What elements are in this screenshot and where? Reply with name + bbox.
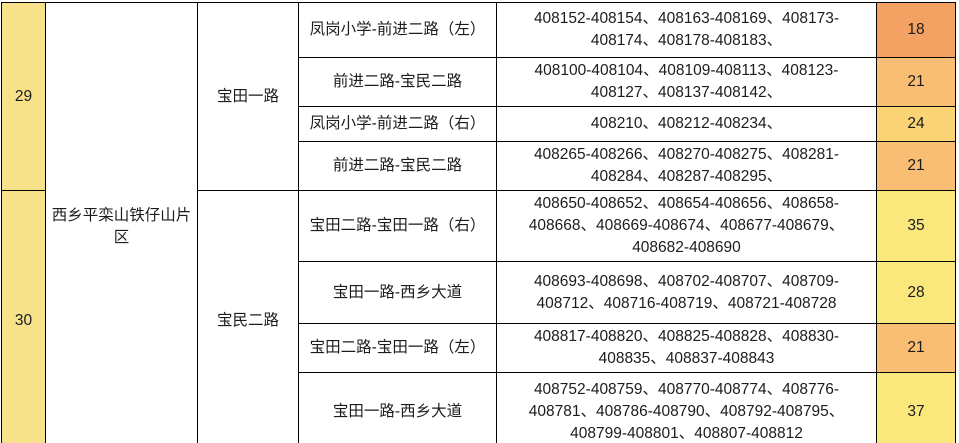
table-row: 宝田一路-西乡大道 408752-408759、408770-408774、40… [2, 372, 956, 443]
segment-cell: 宝田二路-宝田一路（右） [298, 190, 497, 262]
plate-range-cell: 408650-408652、408654-408656、408658-40866… [496, 190, 877, 262]
segment-cell: 宝田一路-西乡大道 [298, 372, 497, 443]
count-cell: 28 [876, 261, 956, 324]
road-cell: 宝田一路 [197, 2, 299, 191]
road-cell: 宝民二路 [197, 190, 299, 443]
table-row: 30 宝民二路 宝田二路-宝田一路（右） 408650-408652、40865… [1, 190, 956, 443]
zone-number-cell: 30 [1, 190, 46, 443]
table-row: 前进二路-宝民二路 408100-408104、408109-408113、40… [2, 57, 956, 107]
zone-number-cell: 29 [1, 2, 46, 191]
district-cell: 西乡平栾山铁仔山片区 [45, 2, 198, 443]
table-row: 宝田二路-宝田一路（左） 408817-408820、408825-408828… [2, 323, 956, 373]
count-cell: 37 [876, 372, 956, 443]
plate-range-cell: 408693-408698、408702-408707、408709-40871… [496, 261, 877, 324]
plate-range-cell: 408210、408212-408234、 [496, 106, 877, 142]
segment-cell: 凤岗小学-前进二路（左） [298, 2, 497, 58]
table-row: 宝田一路-西乡大道 408693-408698、408702-408707、40… [2, 261, 956, 324]
plate-range-cell: 408752-408759、408770-408774、408776-40878… [496, 372, 877, 443]
segment-cell: 宝田一路-西乡大道 [298, 261, 497, 324]
segment-cell: 宝田二路-宝田一路（左） [298, 323, 497, 373]
count-cell: 21 [876, 323, 956, 373]
plate-range-cell: 408265-408266、408270-408275、408281-40828… [496, 141, 877, 191]
table-row: 凤岗小学-前进二路（右） 408210、408212-408234、 24 [2, 106, 956, 142]
segment-cell: 前进二路-宝民二路 [298, 57, 497, 107]
count-cell: 35 [876, 190, 956, 262]
count-cell: 18 [876, 2, 956, 58]
segment-cell: 凤岗小学-前进二路（右） [298, 106, 497, 142]
count-cell: 24 [876, 106, 956, 142]
segment-cell: 前进二路-宝民二路 [298, 141, 497, 191]
plate-range-cell: 408100-408104、408109-408113、408123-40812… [496, 57, 877, 107]
count-cell: 21 [876, 141, 956, 191]
plate-range-cell: 408152-408154、408163-408169、408173-40817… [496, 2, 877, 58]
count-cell: 21 [876, 57, 956, 107]
plate-range-cell: 408817-408820、408825-408828、408830-40883… [496, 323, 877, 373]
